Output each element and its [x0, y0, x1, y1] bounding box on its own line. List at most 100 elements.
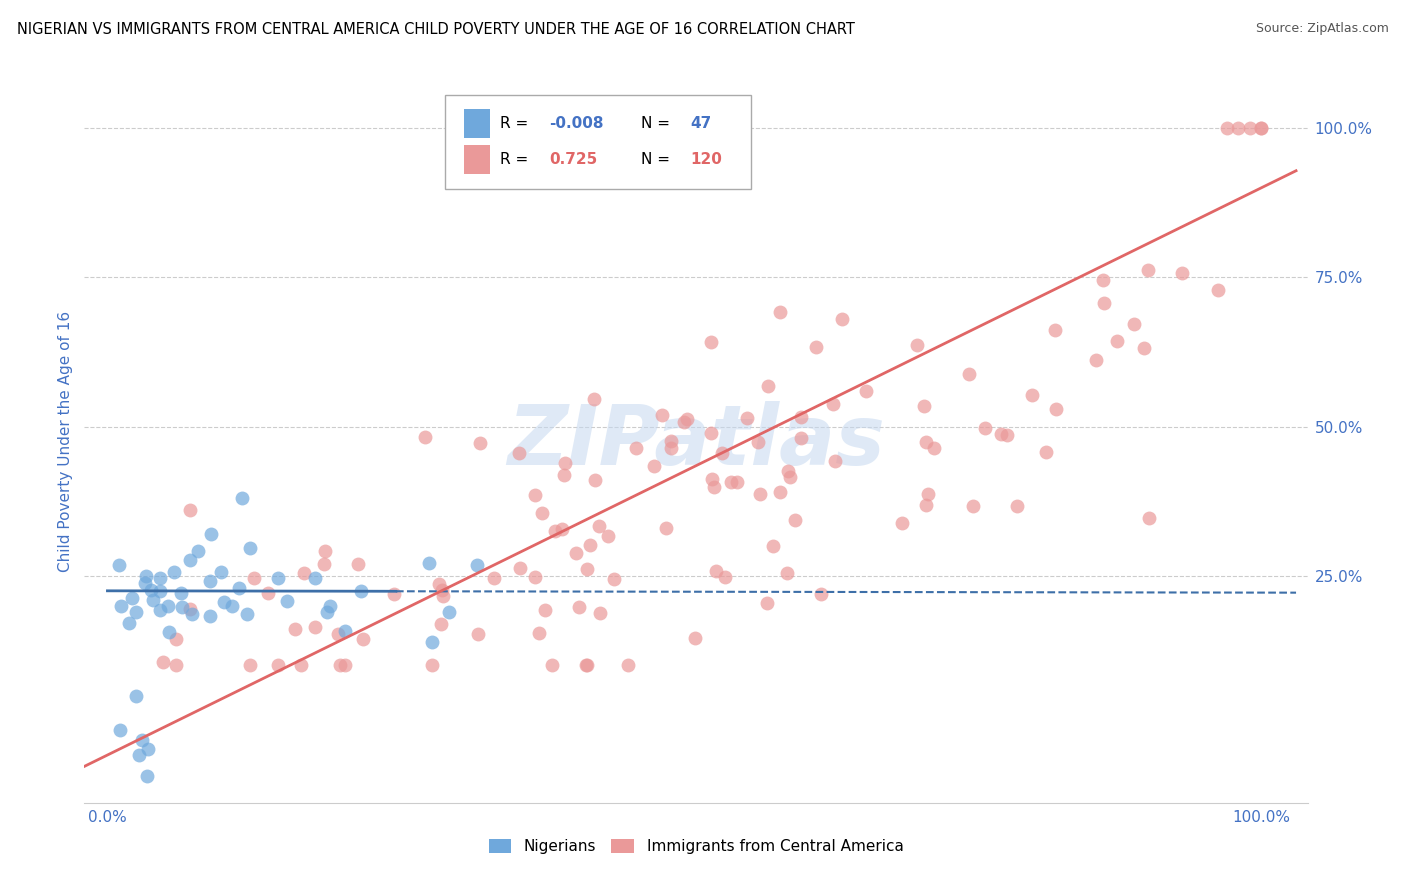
Point	[789, 410, 811, 425]
Point	[720, 475, 742, 489]
Point	[810, 587, 832, 601]
Y-axis label: Child Poverty Under the Age of 16: Child Poverty Under the Age of 16	[58, 311, 73, 572]
Point	[1045, 401, 1067, 416]
Point	[139, 583, 162, 598]
Point	[1137, 510, 1160, 524]
Text: NIGERIAN VS IMMIGRANTS FROM CENTRAL AMERICA CHILD POVERTY UNDER THE AGE OF 16 CO: NIGERIAN VS IMMIGRANTS FROM CENTRAL AMER…	[17, 22, 855, 37]
Point	[659, 434, 682, 449]
Point	[1250, 121, 1272, 136]
Point	[430, 617, 453, 632]
Point	[699, 425, 721, 440]
Point	[314, 543, 336, 558]
Point	[779, 470, 801, 484]
Point	[1021, 387, 1043, 401]
Point	[236, 607, 259, 622]
Point	[790, 431, 813, 445]
Point	[823, 397, 845, 411]
Point	[329, 658, 352, 673]
Text: 120: 120	[690, 153, 721, 168]
Point	[598, 529, 620, 543]
Point	[541, 658, 564, 673]
Point	[314, 558, 336, 572]
Point	[212, 595, 235, 609]
Point	[990, 427, 1012, 442]
Point	[568, 600, 591, 615]
Point	[725, 475, 748, 490]
Point	[482, 571, 505, 585]
Point	[418, 556, 440, 570]
Point	[420, 658, 443, 673]
Point	[221, 599, 243, 614]
Point	[617, 657, 640, 672]
Point	[231, 491, 253, 506]
Point	[319, 599, 342, 613]
Point	[756, 595, 779, 609]
Point	[179, 503, 201, 517]
Point	[121, 591, 143, 605]
Point	[1250, 121, 1272, 136]
Point	[912, 399, 935, 413]
Point	[905, 338, 928, 352]
Point	[470, 435, 492, 450]
Point	[1171, 266, 1194, 280]
Point	[747, 435, 769, 450]
Point	[467, 627, 489, 641]
Point	[922, 441, 945, 455]
Point	[415, 430, 437, 444]
Point	[267, 571, 290, 585]
Point	[769, 304, 792, 318]
Point	[304, 620, 326, 634]
Point	[149, 583, 172, 598]
Point	[891, 516, 914, 530]
Point	[209, 565, 232, 579]
Point	[651, 408, 673, 422]
Point	[1107, 334, 1129, 348]
Point	[315, 605, 337, 619]
Point	[783, 513, 806, 527]
Point	[131, 732, 153, 747]
Point	[824, 454, 846, 468]
Legend: Nigerians, Immigrants from Central America: Nigerians, Immigrants from Central Ameri…	[482, 833, 910, 860]
Point	[643, 459, 665, 474]
Point	[700, 472, 723, 486]
Point	[700, 335, 723, 350]
Point	[675, 412, 697, 426]
Text: 47: 47	[690, 116, 711, 131]
Point	[136, 741, 159, 756]
Point	[1137, 263, 1160, 277]
Bar	[464, 109, 491, 138]
Point	[553, 468, 575, 483]
Text: N =: N =	[641, 116, 675, 131]
Point	[1091, 273, 1114, 287]
Point	[198, 609, 221, 624]
Point	[198, 574, 221, 588]
Point	[544, 524, 567, 538]
Point	[136, 769, 159, 783]
Text: Source: ZipAtlas.com: Source: ZipAtlas.com	[1256, 22, 1389, 36]
Text: R =: R =	[501, 153, 533, 168]
Point	[157, 625, 180, 640]
Point	[673, 416, 696, 430]
Point	[128, 747, 150, 762]
Point	[855, 384, 877, 399]
Point	[149, 571, 172, 585]
Point	[589, 606, 612, 620]
Point	[134, 575, 156, 590]
Point	[1035, 445, 1057, 459]
Point	[659, 441, 682, 455]
Point	[465, 558, 488, 572]
Point	[509, 561, 531, 575]
Point	[583, 473, 606, 487]
Point	[135, 569, 157, 583]
Point	[239, 541, 262, 555]
Point	[430, 582, 453, 597]
Point	[181, 607, 204, 622]
Point	[703, 480, 725, 494]
FancyBboxPatch shape	[446, 95, 751, 189]
Point	[527, 626, 550, 640]
Point	[284, 622, 307, 636]
Text: N =: N =	[641, 153, 675, 168]
Point	[326, 626, 349, 640]
Point	[352, 632, 374, 647]
Point	[565, 545, 588, 559]
